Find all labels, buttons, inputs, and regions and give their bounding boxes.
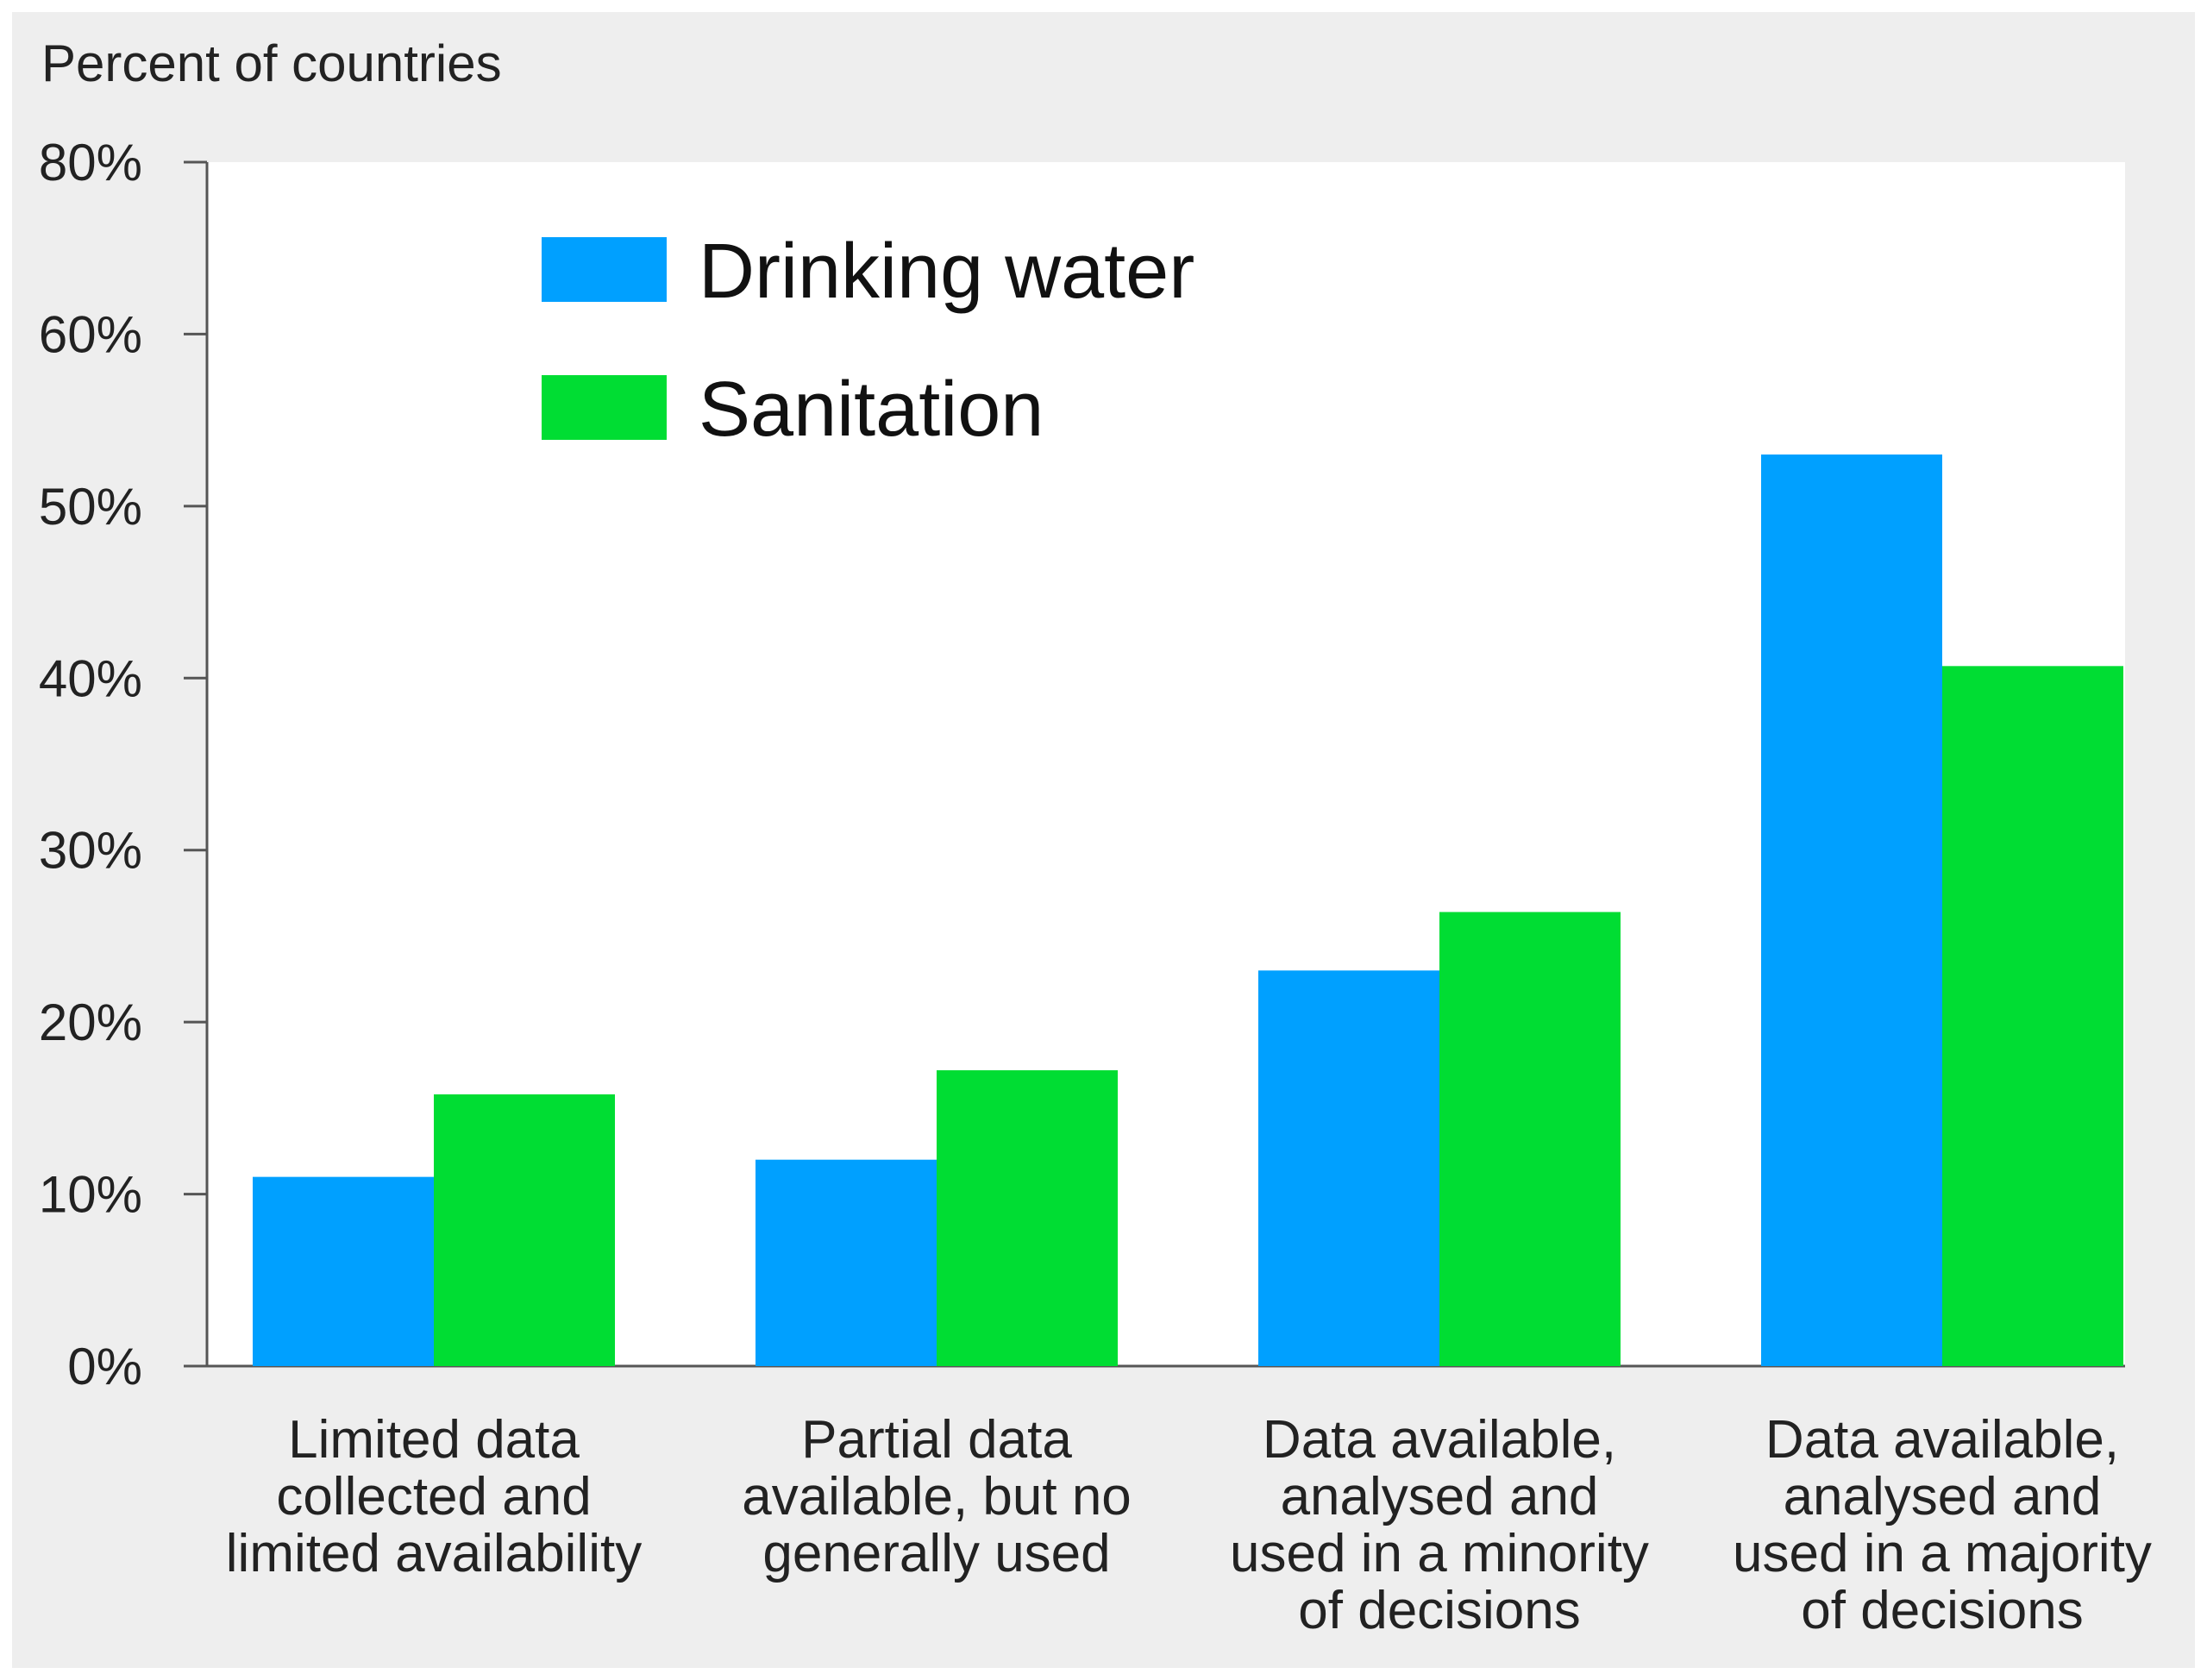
x-category-label: Data available, analysed and used in a min…: [1230, 1410, 1649, 1640]
bar-drinking-water-majority: [1761, 454, 1942, 1366]
bar-sanitation-minority: [1439, 912, 1621, 1366]
y-tick-label: 80%: [39, 134, 142, 191]
x-category-label-line: limited availability: [226, 1524, 642, 1583]
x-category-label-line: Partial data: [801, 1410, 1072, 1470]
x-category-label-line: of decisions: [1801, 1581, 2083, 1640]
y-tick-label: 60%: [39, 305, 142, 363]
y-tick-label: 0%: [67, 1338, 142, 1395]
x-category-label-line: Data available,: [1765, 1410, 2119, 1470]
bar-drinking-water-limited: [253, 1176, 434, 1366]
x-category-label-line: generally used: [762, 1524, 1110, 1583]
bar-drinking-water-minority: [1258, 970, 1439, 1366]
bar-sanitation-limited: [434, 1094, 615, 1366]
x-category-label-line: used in a majority: [1733, 1524, 2152, 1583]
x-category-label-line: collected and: [276, 1467, 591, 1526]
bar-sanitation-partial: [937, 1069, 1118, 1366]
x-category-label-line: available, but no: [742, 1467, 1132, 1526]
legend-label-drinking-water: Drinking water: [699, 229, 1194, 315]
x-category-label-line: Data available,: [1263, 1410, 1616, 1470]
x-category-label: Partial data available, but no generally u…: [742, 1410, 1132, 1583]
legend-label-sanitation: Sanitation: [699, 367, 1044, 453]
y-tick-label: 30%: [39, 822, 142, 880]
y-tick-label: 40%: [39, 649, 142, 707]
y-axis-title: Percent of countries: [41, 34, 502, 92]
x-category-label-line: of decisions: [1298, 1581, 1580, 1640]
x-category-label: Limited data collected and limited availab…: [226, 1410, 642, 1583]
y-tick-label: 50%: [39, 478, 142, 536]
x-category-label-line: Limited data: [288, 1410, 580, 1470]
y-tick-label: 10%: [39, 1166, 142, 1224]
x-category-label: Data available, analysed and used in a maj…: [1733, 1410, 2152, 1640]
x-category-label-line: analysed and: [1784, 1467, 2102, 1526]
legend-swatch-drinking-water: [542, 237, 667, 302]
bar-sanitation-majority: [1942, 666, 2123, 1366]
y-tick-label: 20%: [39, 994, 142, 1051]
legend-swatch-sanitation: [542, 375, 667, 440]
bar-drinking-water-partial: [756, 1159, 937, 1366]
x-category-label-line: used in a minority: [1230, 1524, 1649, 1583]
x-category-label-line: analysed and: [1281, 1467, 1599, 1526]
